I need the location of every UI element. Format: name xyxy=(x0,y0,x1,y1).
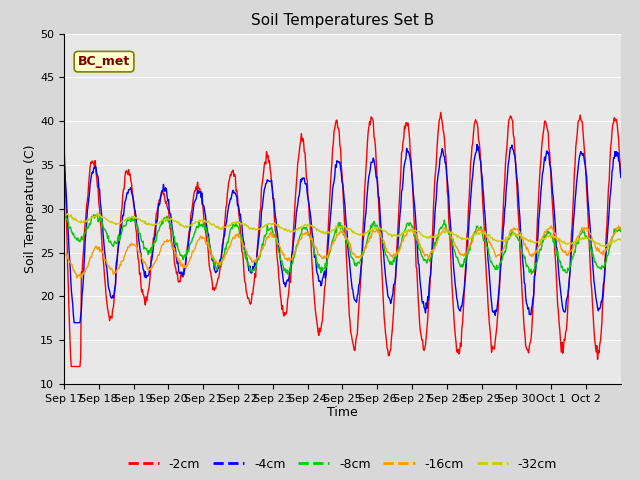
-32cm xyxy=(277,225,285,230)
-16cm xyxy=(617,225,625,230)
Line: -4cm: -4cm xyxy=(64,144,621,323)
-8cm xyxy=(126,215,134,221)
-8cm xyxy=(61,211,69,217)
-4cm xyxy=(617,175,625,180)
Y-axis label: Soil Temperature (C): Soil Temperature (C) xyxy=(24,144,37,273)
-8cm xyxy=(401,227,409,233)
Legend: -2cm, -4cm, -8cm, -16cm, -32cm: -2cm, -4cm, -8cm, -16cm, -32cm xyxy=(123,453,562,476)
-16cm xyxy=(126,241,134,247)
-16cm xyxy=(547,223,555,228)
-16cm xyxy=(60,250,68,255)
-2cm xyxy=(401,123,408,129)
-2cm xyxy=(228,169,236,175)
-32cm xyxy=(401,229,408,235)
-2cm xyxy=(256,208,264,214)
-4cm xyxy=(60,152,68,158)
-4cm xyxy=(256,225,264,231)
-4cm xyxy=(432,201,440,207)
-32cm xyxy=(60,213,68,218)
-32cm xyxy=(602,244,609,250)
-4cm xyxy=(473,142,481,147)
Text: BC_met: BC_met xyxy=(78,55,130,68)
-32cm xyxy=(93,210,101,216)
-16cm xyxy=(401,233,408,239)
-4cm xyxy=(228,189,236,195)
-4cm xyxy=(277,263,285,268)
Line: -32cm: -32cm xyxy=(64,213,621,247)
Title: Soil Temperatures Set B: Soil Temperatures Set B xyxy=(251,13,434,28)
-32cm xyxy=(617,238,625,243)
-8cm xyxy=(433,236,440,241)
-16cm xyxy=(228,237,236,242)
-8cm xyxy=(277,258,285,264)
-8cm xyxy=(60,215,68,221)
-16cm xyxy=(77,275,84,281)
-4cm xyxy=(401,161,408,167)
-16cm xyxy=(432,243,440,249)
-32cm xyxy=(126,215,134,220)
-16cm xyxy=(277,250,285,255)
-2cm xyxy=(67,364,75,370)
Line: -2cm: -2cm xyxy=(64,112,621,367)
-8cm xyxy=(228,226,236,231)
-2cm xyxy=(126,171,134,177)
X-axis label: Time: Time xyxy=(327,407,358,420)
-8cm xyxy=(284,271,291,277)
-16cm xyxy=(256,252,264,258)
-32cm xyxy=(228,220,236,226)
-2cm xyxy=(617,173,625,179)
Line: -8cm: -8cm xyxy=(64,214,621,274)
-8cm xyxy=(617,229,625,235)
-8cm xyxy=(256,254,264,260)
-4cm xyxy=(126,186,134,192)
-2cm xyxy=(277,297,285,302)
-32cm xyxy=(256,226,264,232)
-32cm xyxy=(432,233,440,239)
-4cm xyxy=(70,320,78,325)
-2cm xyxy=(432,168,440,174)
Line: -16cm: -16cm xyxy=(64,226,621,278)
-2cm xyxy=(437,109,445,115)
-2cm xyxy=(60,135,68,141)
